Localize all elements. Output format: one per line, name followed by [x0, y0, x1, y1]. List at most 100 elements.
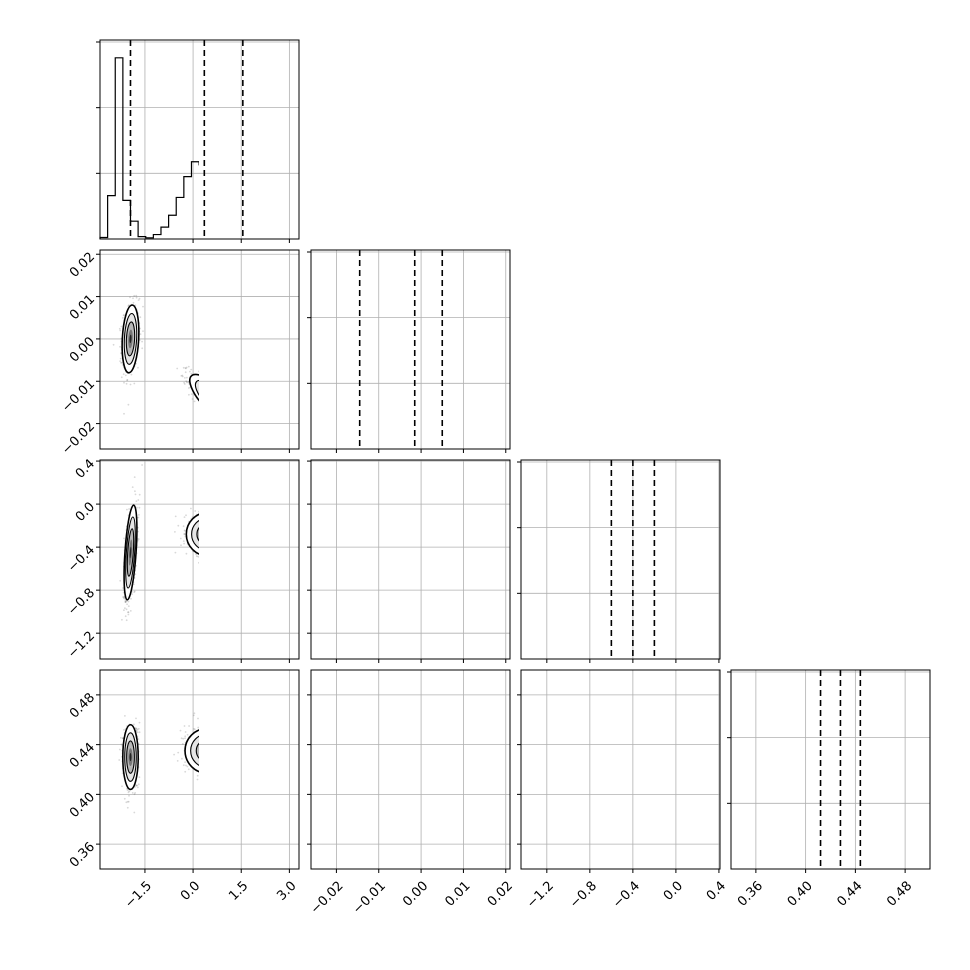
sample-point	[369, 536, 371, 538]
sample-point	[348, 535, 350, 537]
sample-point	[215, 530, 217, 532]
sample-point	[212, 396, 214, 398]
sample-point	[208, 541, 210, 543]
sample-point	[360, 525, 362, 527]
sample-point	[200, 538, 202, 540]
sample-point	[357, 539, 359, 541]
sample-point	[363, 518, 365, 520]
sample-point	[379, 548, 381, 550]
sample-point	[256, 288, 258, 290]
sample-point	[242, 298, 244, 300]
sample-point	[206, 537, 208, 539]
histogram-step	[319, 265, 497, 449]
sample-point	[368, 534, 370, 536]
sample-point	[205, 376, 207, 378]
sample-point	[250, 540, 252, 542]
sample-point	[257, 336, 259, 338]
sample-point	[347, 539, 349, 541]
sample-point	[233, 315, 235, 317]
sample-point	[363, 517, 365, 519]
sample-point	[381, 540, 383, 542]
sample-point	[210, 391, 212, 393]
sample-point	[237, 322, 239, 324]
sample-point	[356, 531, 358, 533]
sample-point	[243, 541, 245, 543]
sample-point	[238, 554, 240, 556]
sample-point	[386, 527, 388, 529]
sample-point	[359, 529, 361, 531]
sample-point	[211, 560, 213, 562]
sample-point	[239, 570, 241, 572]
sample-point	[221, 387, 223, 389]
sample-point	[203, 389, 205, 391]
sample-point	[220, 406, 222, 408]
sample-point	[218, 522, 220, 524]
sample-point	[238, 318, 240, 320]
sample-point	[358, 525, 360, 527]
sample-point	[227, 328, 229, 330]
sample-point	[441, 562, 443, 564]
sample-point	[228, 557, 230, 559]
sample-point	[434, 548, 436, 550]
sample-point	[254, 561, 256, 563]
sample-point	[248, 323, 250, 325]
sample-point	[208, 531, 210, 533]
sample-point	[224, 412, 226, 414]
sample-point	[205, 554, 207, 556]
sample-point	[364, 526, 366, 528]
sample-point	[212, 394, 214, 396]
sample-point	[248, 572, 250, 574]
sample-point	[345, 534, 347, 536]
sample-point	[355, 527, 357, 529]
sample-point	[215, 520, 217, 522]
sample-point	[214, 387, 216, 389]
sample-point	[204, 563, 206, 565]
sample-point	[209, 523, 211, 525]
sample-point	[209, 396, 211, 398]
sample-point	[353, 537, 355, 539]
sample-point	[266, 315, 268, 317]
sample-point	[250, 313, 252, 315]
sample-point	[375, 535, 377, 537]
sample-point	[237, 341, 239, 343]
sample-point	[246, 563, 248, 565]
sample-point	[212, 400, 214, 402]
sample-point	[363, 531, 365, 533]
sample-point	[237, 304, 239, 306]
sample-point	[207, 392, 209, 394]
sample-point	[349, 533, 351, 535]
sample-point	[188, 387, 190, 389]
sample-point	[450, 556, 452, 558]
sample-point	[216, 411, 218, 413]
sample-point	[355, 518, 357, 520]
sample-point	[234, 563, 236, 565]
sample-point	[422, 560, 424, 562]
sample-point	[444, 562, 446, 564]
sample-point	[204, 524, 206, 526]
sample-point	[124, 598, 126, 600]
sample-point	[191, 373, 193, 375]
sample-point	[206, 395, 208, 397]
sample-point	[228, 322, 230, 324]
sample-point	[259, 333, 261, 335]
sample-point	[368, 538, 370, 540]
sample-point	[214, 531, 216, 533]
sample-point	[213, 394, 215, 396]
sample-point	[401, 557, 403, 559]
sample-point	[430, 555, 432, 557]
sample-point	[223, 405, 225, 407]
sample-point	[202, 541, 204, 543]
sample-point	[207, 393, 209, 395]
sample-point	[217, 548, 219, 550]
sample-point	[205, 515, 207, 517]
sample-point	[416, 580, 418, 582]
sample-point	[352, 531, 354, 533]
sample-point	[217, 531, 219, 533]
sample-point	[342, 529, 344, 531]
sample-point	[194, 510, 196, 512]
sample-point	[345, 551, 347, 553]
sample-point	[252, 287, 254, 289]
sample-point	[436, 566, 438, 568]
sample-point	[358, 527, 360, 529]
histogram-1	[319, 265, 497, 449]
